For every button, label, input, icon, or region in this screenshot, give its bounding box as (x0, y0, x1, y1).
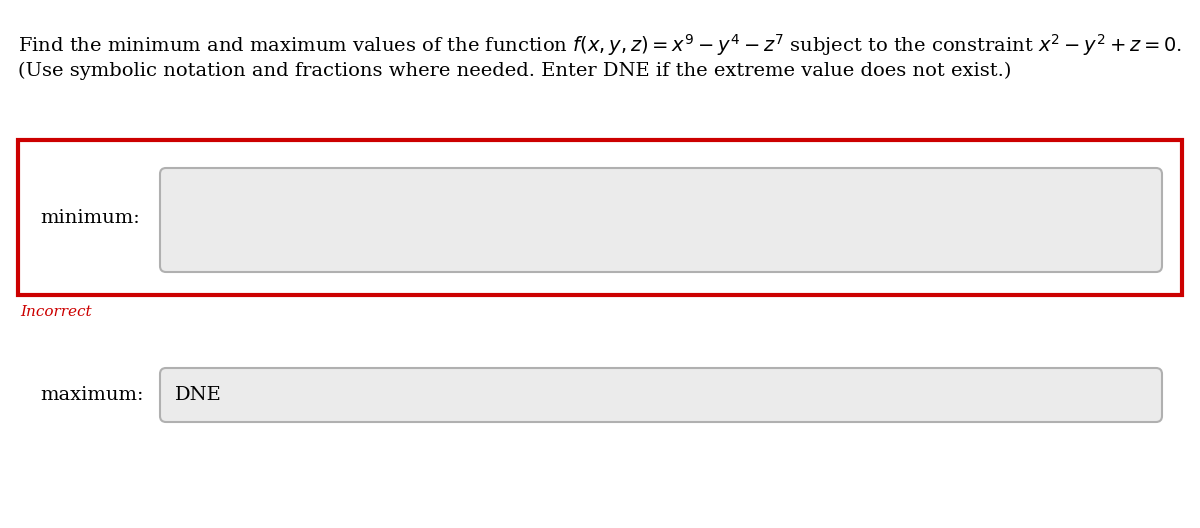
FancyBboxPatch shape (160, 368, 1162, 422)
FancyBboxPatch shape (160, 168, 1162, 272)
Text: (Use symbolic notation and fractions where needed. Enter DNE if the extreme valu: (Use symbolic notation and fractions whe… (18, 62, 1012, 80)
Bar (18, 140, 1182, 295)
Text: minimum:: minimum: (40, 209, 139, 227)
Text: Incorrect: Incorrect (20, 305, 91, 319)
Text: maximum:: maximum: (40, 386, 144, 404)
Text: DNE: DNE (175, 386, 222, 404)
Text: Find the minimum and maximum values of the function $f(x, y, z) = x^9 - y^4 - z^: Find the minimum and maximum values of t… (18, 32, 1182, 58)
